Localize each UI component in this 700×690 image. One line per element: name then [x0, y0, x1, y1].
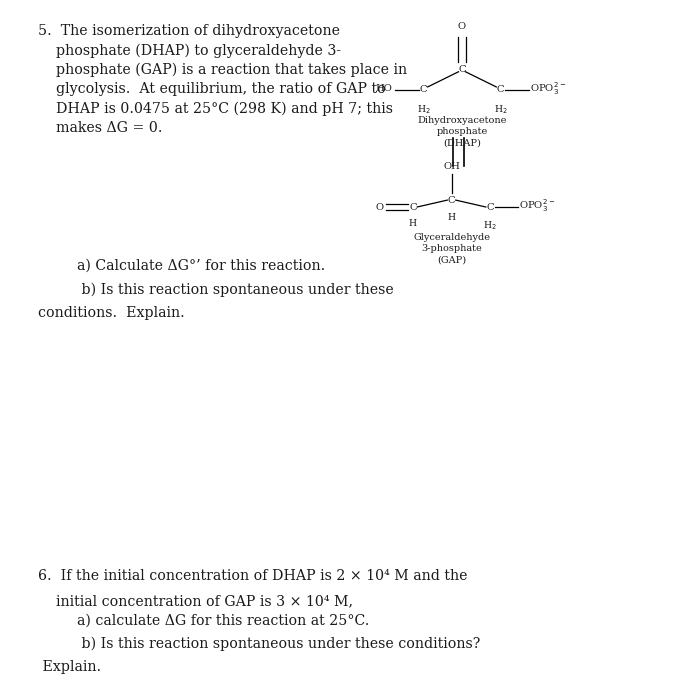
Text: H: H: [409, 219, 417, 228]
Text: H: H: [447, 213, 456, 221]
Text: conditions.  Explain.: conditions. Explain.: [38, 306, 186, 320]
Text: C: C: [410, 202, 416, 212]
Text: Dihydroxyacetone
phosphate
(DHAP): Dihydroxyacetone phosphate (DHAP): [417, 116, 507, 147]
Text: Glyceraldehyde
3-phosphate
(GAP): Glyceraldehyde 3-phosphate (GAP): [413, 233, 490, 264]
Text: HO: HO: [375, 83, 392, 93]
Text: a) calculate ΔG for this reaction at 25°C.: a) calculate ΔG for this reaction at 25°…: [77, 614, 370, 628]
Text: OPO$_3^{2-}$: OPO$_3^{2-}$: [530, 80, 566, 97]
Text: O: O: [458, 22, 466, 31]
Text: H$_2$: H$_2$: [483, 219, 497, 232]
Text: H$_2$: H$_2$: [494, 104, 508, 116]
Text: C: C: [448, 195, 455, 205]
Text: C: C: [420, 85, 427, 95]
Text: b) Is this reaction spontaneous under these: b) Is this reaction spontaneous under th…: [77, 283, 393, 297]
Text: Explain.: Explain.: [38, 660, 102, 674]
Text: b) Is this reaction spontaneous under these conditions?: b) Is this reaction spontaneous under th…: [77, 637, 480, 651]
Text: C: C: [497, 85, 504, 95]
Text: initial concentration of GAP is 3 × 10⁴ M,: initial concentration of GAP is 3 × 10⁴ …: [38, 594, 354, 608]
Text: O: O: [375, 202, 384, 212]
Text: C: C: [458, 64, 466, 74]
Text: OH: OH: [443, 162, 460, 171]
Text: H$_2$: H$_2$: [416, 104, 430, 116]
Text: C: C: [486, 202, 493, 212]
Text: 6.  If the initial concentration of DHAP is 2 × 10⁴ M and the: 6. If the initial concentration of DHAP …: [38, 569, 468, 583]
Text: 5.  The isomerization of dihydroxyacetone
    phosphate (DHAP) to glyceraldehyde: 5. The isomerization of dihydroxyacetone…: [38, 24, 407, 135]
Text: OPO$_3^{2-}$: OPO$_3^{2-}$: [519, 197, 556, 214]
Text: a) Calculate ΔG°’ for this reaction.: a) Calculate ΔG°’ for this reaction.: [77, 259, 326, 273]
